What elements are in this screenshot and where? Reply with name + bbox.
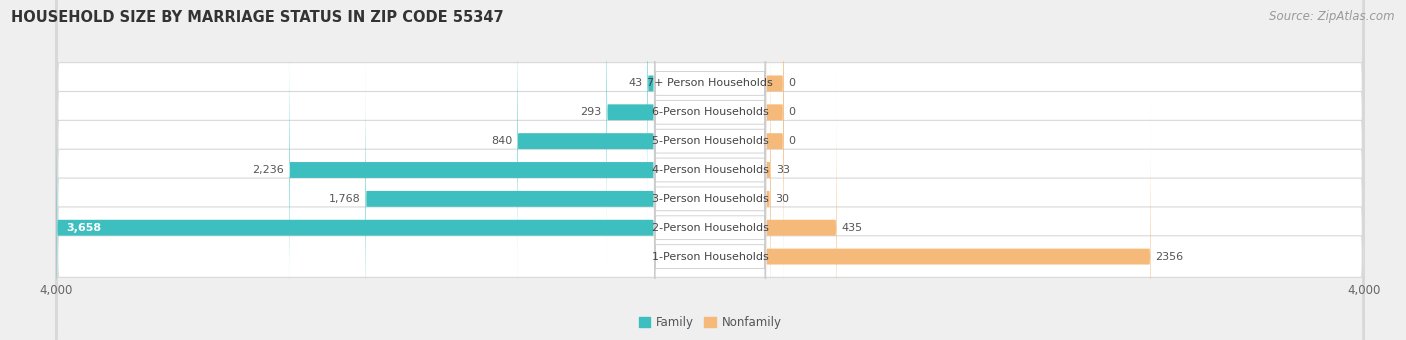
FancyBboxPatch shape (56, 0, 1364, 340)
FancyBboxPatch shape (56, 63, 654, 340)
FancyBboxPatch shape (766, 63, 837, 340)
Text: 4-Person Households: 4-Person Households (651, 165, 769, 175)
FancyBboxPatch shape (606, 0, 654, 277)
Text: 33: 33 (776, 165, 790, 175)
Text: 2-Person Households: 2-Person Households (651, 223, 769, 233)
FancyBboxPatch shape (56, 0, 1364, 340)
FancyBboxPatch shape (517, 0, 654, 306)
Text: 3-Person Households: 3-Person Households (651, 194, 769, 204)
FancyBboxPatch shape (366, 34, 654, 340)
FancyBboxPatch shape (654, 38, 766, 340)
FancyBboxPatch shape (766, 91, 1150, 340)
Text: 2,236: 2,236 (252, 165, 284, 175)
Text: Source: ZipAtlas.com: Source: ZipAtlas.com (1270, 10, 1395, 23)
Text: 840: 840 (491, 136, 512, 146)
FancyBboxPatch shape (766, 34, 770, 340)
Text: 1,768: 1,768 (329, 194, 360, 204)
FancyBboxPatch shape (290, 5, 654, 335)
FancyBboxPatch shape (654, 0, 766, 340)
Text: 293: 293 (581, 107, 602, 117)
FancyBboxPatch shape (56, 0, 1364, 340)
FancyBboxPatch shape (654, 0, 766, 340)
FancyBboxPatch shape (654, 0, 766, 331)
FancyBboxPatch shape (766, 0, 783, 306)
Text: 0: 0 (789, 107, 796, 117)
Text: 1-Person Households: 1-Person Households (651, 252, 769, 261)
FancyBboxPatch shape (766, 0, 783, 277)
FancyBboxPatch shape (56, 0, 1364, 340)
Text: 5-Person Households: 5-Person Households (651, 136, 769, 146)
Text: 43: 43 (628, 79, 643, 88)
FancyBboxPatch shape (654, 9, 766, 340)
FancyBboxPatch shape (647, 0, 654, 249)
FancyBboxPatch shape (56, 0, 1364, 340)
Text: 2356: 2356 (1156, 252, 1184, 261)
FancyBboxPatch shape (766, 0, 783, 249)
FancyBboxPatch shape (654, 0, 766, 340)
FancyBboxPatch shape (766, 5, 770, 335)
FancyBboxPatch shape (56, 0, 1364, 340)
Text: 435: 435 (842, 223, 863, 233)
Text: 0: 0 (789, 136, 796, 146)
FancyBboxPatch shape (654, 0, 766, 302)
Legend: Family, Nonfamily: Family, Nonfamily (634, 311, 786, 334)
Text: 6-Person Households: 6-Person Households (651, 107, 769, 117)
Text: 3,658: 3,658 (66, 223, 101, 233)
Text: HOUSEHOLD SIZE BY MARRIAGE STATUS IN ZIP CODE 55347: HOUSEHOLD SIZE BY MARRIAGE STATUS IN ZIP… (11, 10, 503, 25)
Text: 7+ Person Households: 7+ Person Households (647, 79, 773, 88)
Text: 0: 0 (789, 79, 796, 88)
Text: 30: 30 (776, 194, 789, 204)
FancyBboxPatch shape (56, 0, 1364, 340)
